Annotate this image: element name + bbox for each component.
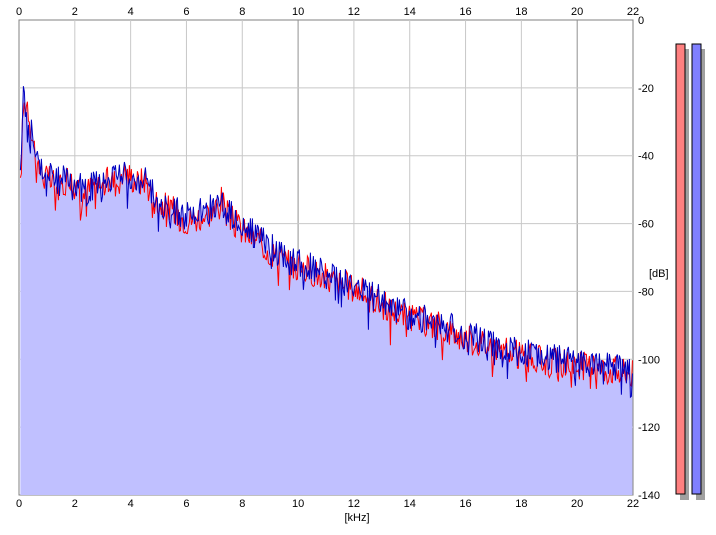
- x-tick-label-bottom: 6: [183, 498, 189, 510]
- x-tick-label-top: 16: [459, 6, 471, 18]
- y-tick-label: -60: [638, 219, 654, 231]
- series-line-left: [19, 101, 633, 390]
- level-meter-right: [691, 43, 702, 495]
- y-tick-label: -40: [638, 151, 654, 163]
- level-meters: [675, 43, 705, 500]
- x-tick-label-bottom: 14: [404, 498, 416, 510]
- x-tick-label-top: 12: [348, 6, 360, 18]
- x-tick-label-top: 10: [292, 6, 304, 18]
- x-axis-label: [kHz]: [344, 512, 369, 524]
- x-tick-label-top: 8: [239, 6, 245, 18]
- y-tick-label: -120: [638, 422, 660, 434]
- x-tick-label-bottom: 4: [128, 498, 134, 510]
- spectrum-series: [19, 86, 633, 495]
- x-ticks-bottom: 0 2 4 6 8 10 12 14 16 18 20 22: [16, 498, 639, 510]
- x-tick-label-top: 18: [515, 6, 527, 18]
- y-tick-label: -140: [638, 490, 660, 502]
- y-tick-label: 0: [638, 15, 644, 27]
- y-tick-label: -100: [638, 354, 660, 366]
- level-meter-left: [675, 43, 686, 495]
- x-tick-label-bottom: 2: [72, 498, 78, 510]
- x-tick-label-top: 6: [183, 6, 189, 18]
- x-tick-label-top: 2: [72, 6, 78, 18]
- x-ticks-top: 0 2 4 6 8 10 12 14 16 18 20 22: [16, 6, 639, 18]
- x-tick-label-bottom: 22: [627, 498, 639, 510]
- x-tick-label-bottom: 8: [239, 498, 245, 510]
- y-tick-label: -20: [638, 83, 654, 95]
- x-tick-label-bottom: 10: [292, 498, 304, 510]
- x-tick-label-top: 0: [16, 6, 22, 18]
- y-tick-label: -80: [638, 286, 654, 298]
- x-tick-label-bottom: 20: [571, 498, 583, 510]
- x-tick-label-bottom: 12: [348, 498, 360, 510]
- y-axis-label: [dB]: [649, 268, 669, 280]
- x-tick-label-top: 22: [627, 6, 639, 18]
- series-line-right: [19, 86, 633, 399]
- spectrum-area: [20, 86, 633, 495]
- x-tick-label-top: 20: [571, 6, 583, 18]
- x-tick-label-top: 4: [128, 6, 134, 18]
- y-ticks: 0 -20 -40 -60 -80 -100 -120 -140: [638, 15, 660, 502]
- x-tick-label-top: 14: [404, 6, 416, 18]
- x-tick-label-bottom: 18: [515, 498, 527, 510]
- x-tick-label-bottom: 0: [16, 498, 22, 510]
- x-tick-label-bottom: 16: [459, 498, 471, 510]
